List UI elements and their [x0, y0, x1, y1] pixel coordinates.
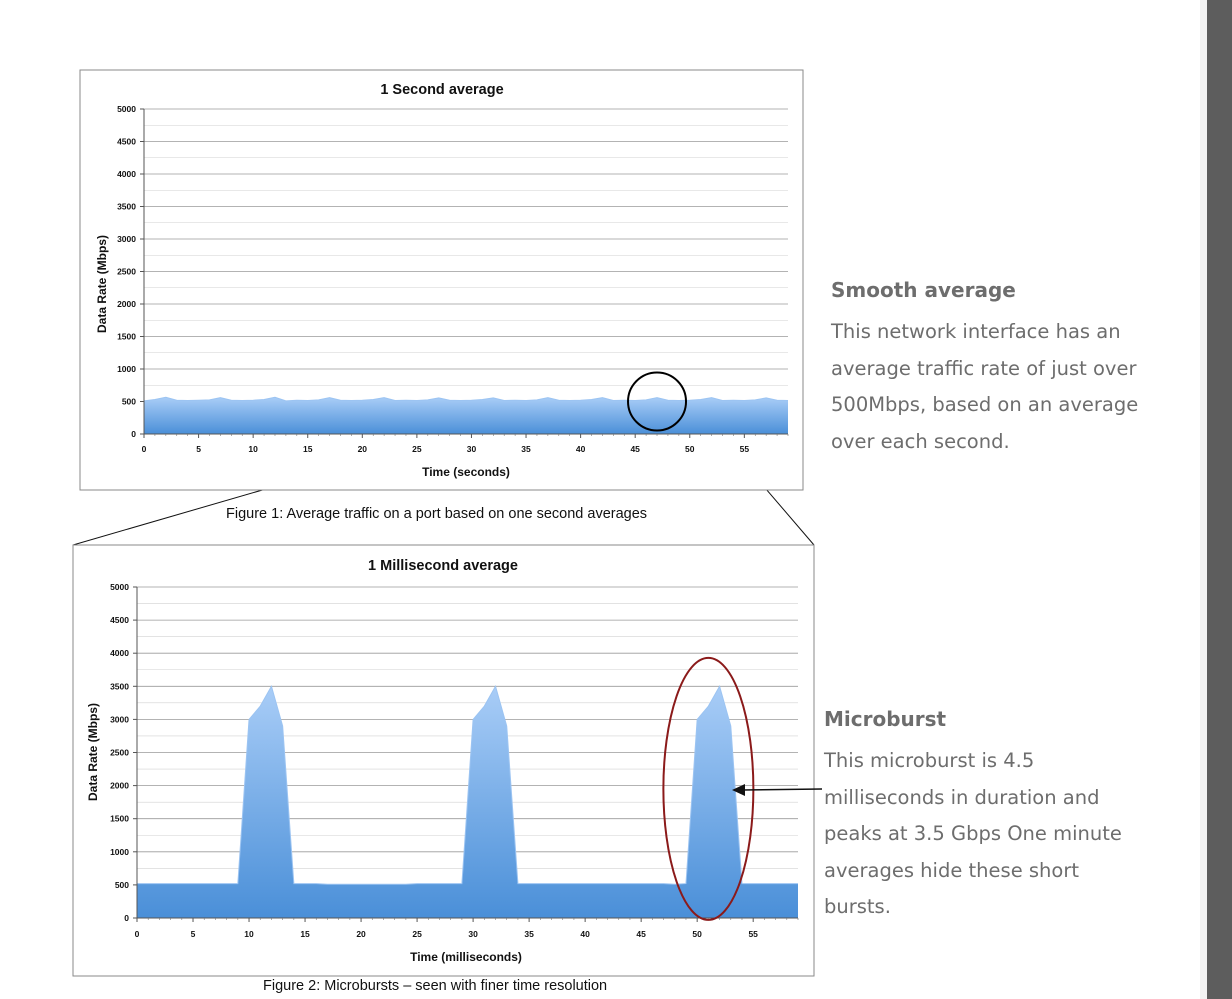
- smooth-average-text: This network interface has an average tra…: [831, 314, 1138, 460]
- x-tick-label: 35: [521, 444, 531, 454]
- x-tick-label: 10: [248, 444, 258, 454]
- chart-1: 0500100015002000250030003500400045005000…: [79, 69, 804, 491]
- microburst-arrow: [741, 788, 823, 791]
- x-tick-label: 5: [191, 929, 196, 939]
- y-tick-label: 0: [131, 429, 136, 439]
- y-tick-label: 0: [124, 913, 129, 923]
- microburst-text: This microburst is 4.5 milliseconds in du…: [824, 743, 1122, 926]
- y-tick-label: 3500: [110, 681, 129, 691]
- scrollbar[interactable]: [1207, 0, 1232, 999]
- y-tick-label: 2500: [110, 748, 129, 758]
- figure2-caption: Figure 2: Microbursts – seen with finer …: [263, 978, 608, 994]
- microburst-text-line: peaks at 3.5 Gbps One minute: [824, 822, 1122, 845]
- y-tick-label: 5000: [117, 104, 136, 114]
- x-axis-label: Time (milliseconds): [410, 950, 522, 964]
- microburst-heading: Microburst: [824, 707, 947, 731]
- x-tick-label: 0: [142, 444, 147, 454]
- x-tick-label: 25: [412, 929, 422, 939]
- y-tick-label: 4000: [117, 169, 136, 179]
- x-tick-label: 55: [748, 929, 758, 939]
- x-tick-label: 15: [300, 929, 310, 939]
- figure1-caption: Figure 1: Average traffic on a port base…: [226, 506, 648, 522]
- y-tick-label: 2000: [117, 299, 136, 309]
- chart-2: 0500100015002000250030003500400045005000…: [72, 544, 823, 977]
- y-tick-label: 4000: [110, 648, 129, 658]
- y-axis-label: Data Rate (Mbps): [86, 703, 100, 801]
- y-tick-label: 3500: [117, 202, 136, 212]
- area-edge: [143, 396, 789, 402]
- x-tick-label: 55: [740, 444, 750, 454]
- y-tick-label: 2500: [117, 267, 136, 277]
- microburst-text-line: This microburst is 4.5: [824, 749, 1035, 772]
- chart-title: 1 Millisecond average: [368, 558, 518, 574]
- y-tick-label: 500: [115, 880, 129, 890]
- microburst-text-line: milliseconds in duration and: [824, 785, 1100, 809]
- x-tick-label: 25: [412, 444, 422, 454]
- y-tick-label: 2000: [110, 781, 129, 791]
- chart-title: 1 Second average: [380, 82, 503, 98]
- smooth-average-text-line: This network interface has an: [831, 320, 1121, 343]
- microburst-text-line: averages hide these short: [824, 858, 1080, 882]
- y-tick-label: 500: [122, 397, 136, 407]
- y-tick-label: 3000: [110, 714, 129, 724]
- area-edge: [137, 685, 798, 885]
- x-tick-label: 30: [468, 929, 478, 939]
- x-tick-label: 5: [196, 444, 201, 454]
- x-tick-label: 35: [524, 929, 534, 939]
- arrowhead-icon: [732, 784, 745, 796]
- y-tick-label: 1000: [117, 364, 136, 374]
- y-tick-label: 4500: [117, 137, 136, 147]
- y-axis-label: Data Rate (Mbps): [95, 235, 109, 333]
- x-tick-label: 40: [576, 444, 586, 454]
- x-tick-label: 10: [244, 929, 254, 939]
- x-tick-label: 50: [685, 444, 695, 454]
- smooth-average-text-line: over each second.: [831, 429, 1010, 453]
- smooth-average-heading: Smooth average: [831, 278, 1016, 302]
- x-tick-label: 20: [358, 444, 368, 454]
- smooth-average-text-line: average traffic rate of just over: [831, 356, 1137, 380]
- y-tick-label: 1500: [110, 814, 129, 824]
- smooth-average-text-line: 500Mbps, based on an average: [831, 393, 1139, 416]
- y-tick-label: 4500: [110, 615, 129, 625]
- y-tick-label: 5000: [110, 582, 129, 592]
- area-series: [144, 397, 788, 434]
- y-tick-label: 1000: [110, 847, 129, 857]
- x-tick-label: 0: [135, 929, 140, 939]
- y-tick-label: 3000: [117, 234, 136, 244]
- zoom-circle: [627, 371, 688, 432]
- x-tick-label: 20: [356, 929, 366, 939]
- microburst-ellipse: [662, 656, 755, 921]
- y-tick-label: 1500: [117, 332, 136, 342]
- x-tick-label: 30: [467, 444, 477, 454]
- x-tick-label: 40: [580, 929, 590, 939]
- x-tick-label: 45: [636, 929, 646, 939]
- x-tick-label: 50: [692, 929, 702, 939]
- microburst-text-line: bursts.: [824, 895, 891, 918]
- x-axis-label: Time (seconds): [422, 465, 510, 479]
- scrollbar-track[interactable]: [1200, 0, 1207, 999]
- x-tick-label: 15: [303, 444, 313, 454]
- x-tick-label: 45: [630, 444, 640, 454]
